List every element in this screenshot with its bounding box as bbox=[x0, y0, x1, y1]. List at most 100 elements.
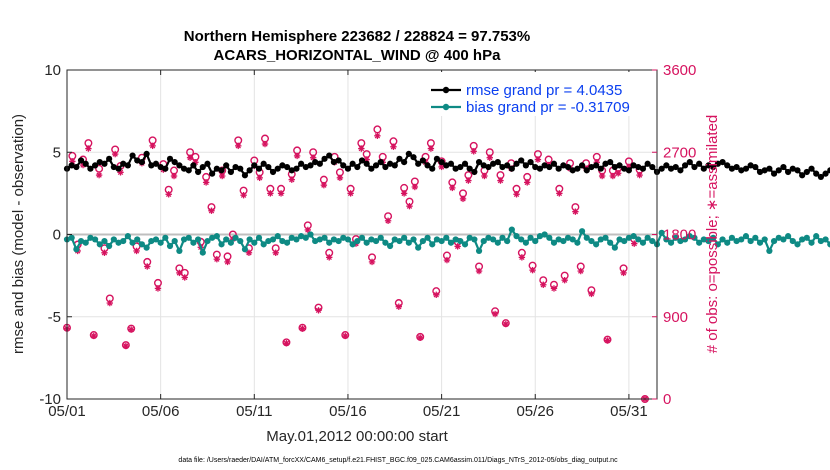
rmse-point-108 bbox=[569, 167, 576, 174]
rmse-point-24 bbox=[176, 162, 183, 169]
rmse-point-143 bbox=[733, 163, 740, 171]
bias-point-156 bbox=[794, 241, 801, 248]
rmse-point-107 bbox=[564, 163, 572, 171]
obs-assimilated-point-95 bbox=[572, 208, 579, 215]
bias-point-92 bbox=[494, 239, 501, 246]
rmse-point-30 bbox=[204, 160, 211, 167]
legend-bias-label: bias grand pr = -0.31709 bbox=[466, 99, 630, 116]
bias-point-84 bbox=[457, 237, 464, 245]
bias-point-60 bbox=[344, 236, 352, 243]
obs-assimilated-point-33 bbox=[240, 192, 247, 199]
bias-point-52 bbox=[307, 231, 314, 238]
rmse-point-112 bbox=[588, 163, 595, 171]
bias-point-54 bbox=[316, 236, 323, 243]
bias-point-70 bbox=[391, 236, 398, 243]
bias-point-123 bbox=[639, 239, 647, 246]
bias-point-71 bbox=[396, 237, 403, 245]
bias-point-49 bbox=[293, 236, 300, 243]
rmse-point-6 bbox=[91, 162, 99, 169]
rmse-point-156 bbox=[794, 167, 801, 174]
obs-assimilated-point-103 bbox=[615, 170, 622, 177]
y-right-tick-label-2: 1800 bbox=[663, 227, 696, 244]
x-tick-label-1: 05/06 bbox=[142, 403, 180, 420]
bias-point-154 bbox=[785, 233, 792, 240]
bias-point-82 bbox=[447, 239, 455, 246]
bias-point-78 bbox=[429, 241, 436, 248]
rmse-point-142 bbox=[728, 165, 736, 172]
y-left-axis-ticks: 10 5 0 -5 -10 bbox=[39, 62, 72, 408]
bias-point-74 bbox=[410, 236, 417, 243]
rmse-point-160 bbox=[813, 170, 820, 177]
rmse-point-109 bbox=[574, 165, 581, 172]
bias-point-144 bbox=[738, 236, 745, 243]
rmse-point-1 bbox=[68, 162, 75, 169]
rmse-point-13 bbox=[124, 162, 131, 169]
obs-assimilated-point-57 bbox=[368, 258, 376, 266]
obs-count-markers bbox=[63, 125, 649, 404]
bias-point-34 bbox=[223, 236, 230, 243]
rmse-point-106 bbox=[560, 162, 567, 169]
obs-assimilated-point-79 bbox=[486, 154, 493, 161]
obs-assimilated-point-100 bbox=[598, 172, 606, 180]
rmse-point-26 bbox=[185, 167, 192, 174]
y-left-tick-label-2: 0 bbox=[53, 227, 61, 244]
rmse-point-144 bbox=[738, 167, 745, 174]
bias-point-2 bbox=[73, 246, 80, 253]
bias-point-133 bbox=[686, 233, 693, 240]
legend-box bbox=[425, 72, 655, 116]
obs-assimilated-point-45 bbox=[304, 226, 312, 234]
rmse-point-139 bbox=[714, 160, 721, 167]
obs-assimilated-point-30 bbox=[224, 258, 231, 266]
bias-point-79 bbox=[433, 236, 441, 243]
obs-assimilated-point-41 bbox=[283, 340, 290, 347]
rmse-point-34 bbox=[223, 162, 230, 169]
rmse-point-117 bbox=[611, 163, 618, 171]
bias-point-23 bbox=[171, 237, 178, 245]
rmse-point-133 bbox=[686, 159, 693, 166]
bias-point-135 bbox=[696, 239, 703, 246]
rmse-point-128 bbox=[663, 162, 670, 169]
bias-point-17 bbox=[143, 244, 150, 251]
obs-assimilated-point-13 bbox=[133, 247, 140, 255]
bias-point-140 bbox=[719, 236, 726, 243]
obs-assimilated-point-21 bbox=[176, 269, 183, 277]
bias-point-46 bbox=[279, 237, 286, 245]
obs-assimilated-point-17 bbox=[154, 285, 162, 292]
rmse-point-77 bbox=[424, 162, 431, 169]
obs-assimilated-point-53 bbox=[347, 190, 354, 197]
bias-point-105 bbox=[555, 236, 562, 243]
rmse-point-75 bbox=[415, 160, 422, 167]
obs-assimilated-point-60 bbox=[384, 217, 392, 224]
rmse-point-78 bbox=[429, 165, 436, 172]
rmse-point-114 bbox=[597, 165, 604, 172]
rmse-point-140 bbox=[719, 159, 726, 166]
x-tick-label-3: 05/16 bbox=[329, 403, 367, 420]
obs-assimilated-point-6 bbox=[95, 171, 103, 179]
obs-assimilated-point-11 bbox=[122, 342, 130, 350]
rmse-point-22 bbox=[166, 155, 174, 162]
legend-bias-marker bbox=[442, 103, 450, 111]
obs-assimilated-point-65 bbox=[411, 183, 419, 191]
bias-point-67 bbox=[377, 234, 384, 241]
bias-point-56 bbox=[326, 239, 333, 246]
bias-point-15 bbox=[134, 236, 141, 243]
rmse-point-84 bbox=[457, 163, 464, 171]
bias-point-145 bbox=[742, 233, 750, 240]
obs-assimilated-point-85 bbox=[518, 254, 526, 261]
obs-assimilated-point-12 bbox=[128, 326, 135, 333]
rmse-point-119 bbox=[621, 165, 628, 172]
bias-point-127 bbox=[658, 229, 665, 236]
rmse-point-158 bbox=[803, 168, 810, 176]
rmse-point-149 bbox=[761, 167, 768, 174]
rmse-point-27 bbox=[190, 162, 197, 169]
bias-point-57 bbox=[330, 236, 338, 243]
obs-assimilated-point-9 bbox=[111, 150, 119, 158]
bias-point-160 bbox=[813, 233, 820, 240]
x-tick-label-0: 05/01 bbox=[48, 403, 86, 420]
bias-point-6 bbox=[91, 236, 99, 243]
bias-point-137 bbox=[705, 237, 712, 245]
rmse-point-89 bbox=[480, 162, 487, 169]
bias-point-163 bbox=[827, 241, 830, 248]
rmse-point-63 bbox=[358, 157, 366, 164]
bias-point-161 bbox=[817, 237, 824, 245]
